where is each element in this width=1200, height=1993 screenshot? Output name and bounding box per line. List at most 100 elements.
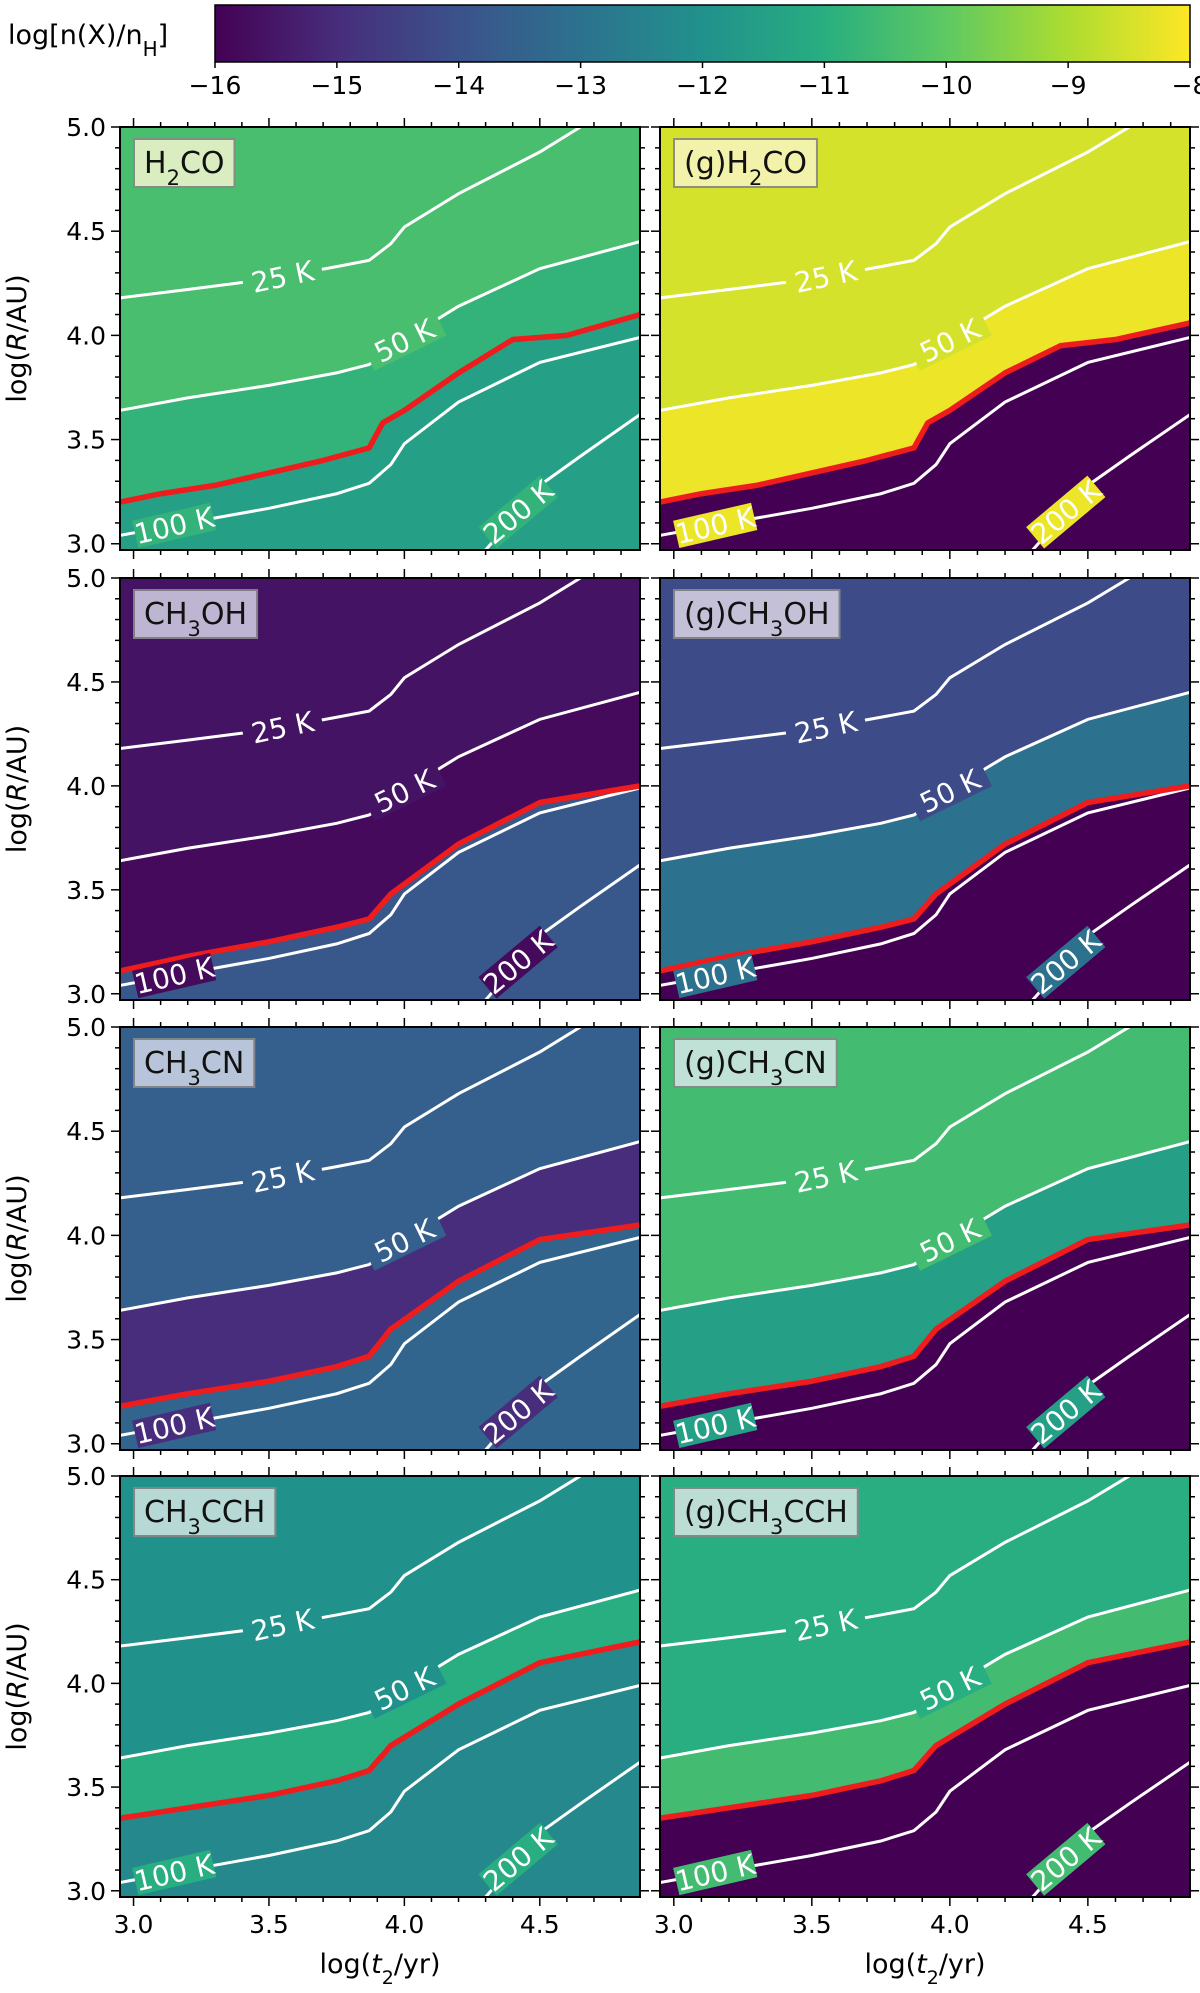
colorbar-bar xyxy=(214,4,1191,63)
panel-label-box xyxy=(673,1038,838,1088)
contour-label-group: 100 K xyxy=(131,951,218,1000)
panel-label-text: (g)CH3OH xyxy=(684,597,830,641)
panel-label-text: CH3CCH xyxy=(144,1495,265,1539)
y-tick-label: 5.0 xyxy=(66,113,106,142)
contour-label-gap xyxy=(907,310,992,371)
panel-frame xyxy=(659,577,1191,1001)
x-axis-label: log(t2/yr) xyxy=(319,1949,440,1989)
panel-label-box xyxy=(673,138,818,188)
panel-label-box xyxy=(133,589,259,639)
colorbar-tick-label: −13 xyxy=(554,71,607,100)
contour-label-gap xyxy=(362,1210,447,1271)
colorbar-tick-label: −15 xyxy=(310,71,363,100)
panel-frame xyxy=(119,1026,641,1451)
heatmap-region-hot xyxy=(660,1224,1190,1450)
panel-frame xyxy=(119,577,641,1001)
x-tick-label: 4.5 xyxy=(1068,1910,1108,1939)
panel-label: (g)H2CO xyxy=(673,138,818,190)
colorbar-label: log[n(X)/nH] xyxy=(8,20,168,61)
y-tick-label: 4.5 xyxy=(66,1566,106,1595)
y-tick-label: 4.5 xyxy=(66,668,106,697)
panel-label-box xyxy=(133,1038,256,1088)
contour-25k xyxy=(660,578,1131,750)
contour-label-gap xyxy=(783,1602,868,1647)
contour-25k xyxy=(120,1476,582,1648)
contour-label-group: 25 K xyxy=(240,1602,325,1648)
contour-label-gap xyxy=(783,1154,868,1199)
y-tick-label: 3.0 xyxy=(66,1877,106,1906)
contour-100k xyxy=(120,1236,640,1437)
colorbar-tick-label: −10 xyxy=(920,71,973,100)
contour-label-gap xyxy=(783,254,868,299)
contour-label-gap xyxy=(132,1402,217,1449)
sublimation-front-line xyxy=(120,311,640,505)
x-tick-label: 3.5 xyxy=(249,1910,289,1939)
contour-label-gap xyxy=(132,952,217,999)
contour-label-gap xyxy=(673,502,758,549)
y-tick-label: 4.5 xyxy=(66,1117,106,1146)
panel-frame xyxy=(119,1475,641,1898)
contour-label-gap xyxy=(478,1822,558,1896)
sublimation-front-line xyxy=(120,1222,640,1409)
contour-label-gap xyxy=(478,1375,558,1449)
contour-100k xyxy=(120,336,640,537)
contour-label-gap xyxy=(673,1402,758,1449)
sublimation-front-line xyxy=(660,320,1190,505)
panel-label-text: (g)CH3CN xyxy=(684,1046,827,1090)
x-axis-label: log(t2/yr) xyxy=(864,1949,985,1989)
colorbar: log[n(X)/nH] −16 −15 −14 −13 −12 −11 −10 −9 −8 xyxy=(8,4,1200,100)
y-tick-label: 4.0 xyxy=(66,1669,106,1698)
y-axis-label: log(R/AU) xyxy=(2,274,33,402)
contour-label-group: 100 K xyxy=(672,501,759,550)
y-axis-label: log(R/AU) xyxy=(2,1174,33,1302)
heatmap-region-hot xyxy=(660,1641,1190,1897)
y-tick-label: 3.0 xyxy=(66,980,106,1009)
contour-100k xyxy=(660,336,1190,537)
heatmap-region-hot xyxy=(120,1641,640,1897)
colorbar-tick-label: −11 xyxy=(798,71,851,100)
colorbar-tick-label: −16 xyxy=(189,71,242,100)
sublimation-front-line xyxy=(120,1639,640,1821)
x-tick-label: 3.5 xyxy=(792,1910,832,1939)
y-tick-label: 3.5 xyxy=(66,426,106,455)
sublimation-front-line xyxy=(660,1639,1190,1821)
contour-label-gap xyxy=(1026,1822,1106,1896)
contour-label-gap xyxy=(362,310,447,371)
panel-frame xyxy=(659,1026,1191,1451)
contour-100k xyxy=(660,1236,1190,1437)
sublimation-front-line xyxy=(660,783,1190,974)
panel-frame xyxy=(659,126,1191,551)
contour-label-gap xyxy=(132,1849,217,1896)
panel-frame xyxy=(659,1475,1191,1898)
y-tick-label: 5.0 xyxy=(66,1013,106,1042)
contour-25k xyxy=(120,127,582,300)
colorbar-tick-label: −12 xyxy=(676,71,729,100)
contour-label-gap xyxy=(240,1602,325,1647)
panel-label: CH3CN xyxy=(133,1038,256,1090)
contour-label-gap xyxy=(478,925,558,999)
y-tick-label: 4.0 xyxy=(66,772,106,801)
contour-label-gap xyxy=(132,502,217,549)
contour-100k xyxy=(660,1684,1190,1884)
y-tick-label: 3.5 xyxy=(66,1773,106,1802)
panel-label: (g)CH3CN xyxy=(673,1038,838,1090)
heatmap-region-hot xyxy=(660,322,1190,550)
contour-label-gap xyxy=(673,1849,758,1896)
contour-label-gap xyxy=(362,1658,447,1719)
x-tick-label: 3.0 xyxy=(654,1910,694,1939)
panel-label-text: (g)H2CO xyxy=(684,146,807,190)
panel-label: (g)CH3CCH xyxy=(673,1487,859,1539)
contour-25k xyxy=(660,1476,1131,1648)
